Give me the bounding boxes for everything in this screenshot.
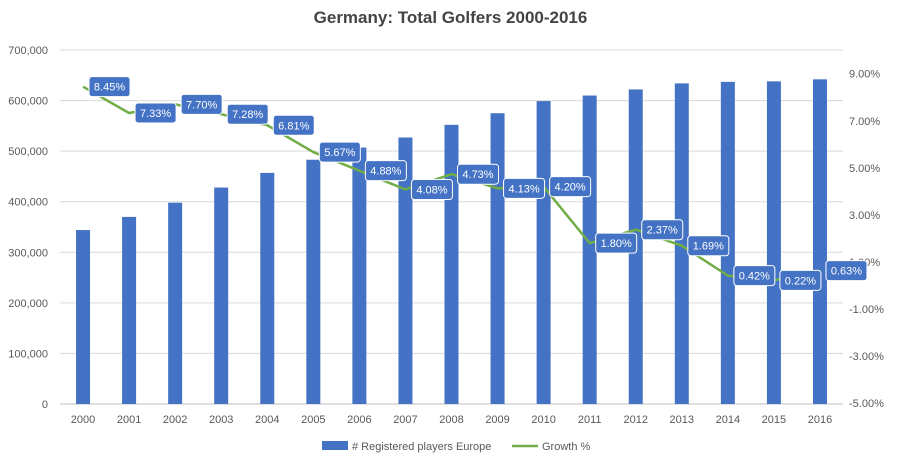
y-left-tick-label: 100,000 — [8, 348, 48, 360]
data-label-box — [134, 102, 177, 124]
data-label-box — [457, 163, 499, 185]
data-label: 7.70% — [186, 99, 217, 111]
bar — [122, 216, 137, 404]
bar — [76, 230, 91, 404]
data-label-box — [825, 260, 868, 282]
data-label-box — [272, 114, 315, 136]
data-label-box — [318, 141, 361, 163]
legend-label-bars: # Registered players Europe — [352, 441, 491, 453]
bar — [214, 187, 229, 404]
x-tick-label: 2016 — [808, 414, 832, 426]
data-label: 6.81% — [278, 120, 309, 132]
y-right-tick-label: 7.00% — [849, 116, 880, 128]
data-label: 4.73% — [462, 169, 493, 181]
y-right-tick-label: -5.00% — [849, 398, 884, 410]
bar — [444, 124, 459, 405]
y-left-tick-label: 600,000 — [8, 96, 48, 108]
y-right-tick-label: 9.00% — [849, 69, 880, 81]
x-tick-label: 2003 — [209, 414, 233, 426]
data-label: 0.42% — [739, 271, 770, 283]
y-left-tick-label: 700,000 — [8, 45, 48, 57]
bar — [674, 83, 689, 405]
data-label-box — [364, 160, 407, 182]
data-label: 4.08% — [416, 184, 447, 196]
data-label-box — [687, 235, 730, 257]
data-label-box — [503, 177, 546, 199]
y-right-tick-label: 3.00% — [849, 210, 880, 222]
chart-title: Germany: Total Golfers 2000-2016 — [313, 8, 588, 27]
x-tick-label: 2008 — [439, 414, 463, 426]
data-label-box — [88, 76, 131, 98]
data-label: 7.28% — [232, 109, 263, 121]
y-left-tick-label: 500,000 — [8, 146, 48, 158]
x-tick-label: 2005 — [301, 414, 325, 426]
bar — [352, 147, 367, 405]
data-label-box — [549, 176, 592, 198]
x-tick-label: 2002 — [163, 414, 187, 426]
x-tick-label: 2013 — [670, 414, 694, 426]
data-label: 4.13% — [508, 183, 539, 195]
legend-swatch-bars — [322, 441, 348, 450]
x-tick-label: 2014 — [716, 414, 740, 426]
y-right-tick-label: 5.00% — [849, 163, 880, 175]
data-label: 1.80% — [601, 238, 632, 250]
y-left-tick-label: 300,000 — [8, 247, 48, 259]
bar — [398, 137, 413, 404]
data-label-box — [733, 265, 776, 287]
bar — [306, 159, 321, 404]
bar — [168, 202, 183, 404]
data-label: 8.45% — [94, 82, 125, 94]
data-label: 5.67% — [324, 147, 355, 159]
bar — [812, 79, 827, 405]
bar — [766, 81, 781, 405]
y-right-tick-label: -1.00% — [849, 304, 884, 316]
x-tick-label: 2001 — [117, 414, 141, 426]
x-tick-label: 2015 — [762, 414, 786, 426]
data-label: 7.33% — [140, 108, 171, 120]
data-label: 4.20% — [555, 182, 586, 194]
x-tick-label: 2011 — [578, 414, 602, 426]
y-left-tick-label: 200,000 — [8, 298, 48, 310]
data-label-box — [226, 103, 269, 125]
bar — [536, 101, 551, 404]
data-label: 4.88% — [370, 166, 401, 178]
y-left-tick-label: 0 — [42, 399, 48, 411]
bar — [260, 172, 275, 404]
data-label-box — [410, 178, 453, 200]
data-label-box — [641, 219, 684, 241]
data-label: 2.37% — [647, 225, 678, 237]
legend-label-line: Growth % — [542, 441, 591, 453]
bar — [490, 113, 505, 404]
data-label: 1.69% — [693, 241, 724, 253]
x-tick-label: 2004 — [255, 414, 279, 426]
data-label-box — [180, 93, 223, 115]
bar — [582, 95, 597, 404]
x-tick-label: 2009 — [485, 414, 509, 426]
x-tick-label: 2010 — [531, 414, 555, 426]
data-label: 0.22% — [785, 275, 816, 287]
x-tick-label: 2006 — [347, 414, 371, 426]
x-tick-label: 2000 — [71, 414, 95, 426]
data-label: 0.63% — [831, 266, 862, 278]
data-label-box — [779, 269, 822, 291]
data-label-box — [595, 232, 638, 254]
y-right-tick-label: -3.00% — [849, 351, 884, 363]
x-tick-label: 2012 — [623, 414, 647, 426]
x-tick-label: 2007 — [393, 414, 417, 426]
y-left-tick-label: 400,000 — [8, 197, 48, 209]
